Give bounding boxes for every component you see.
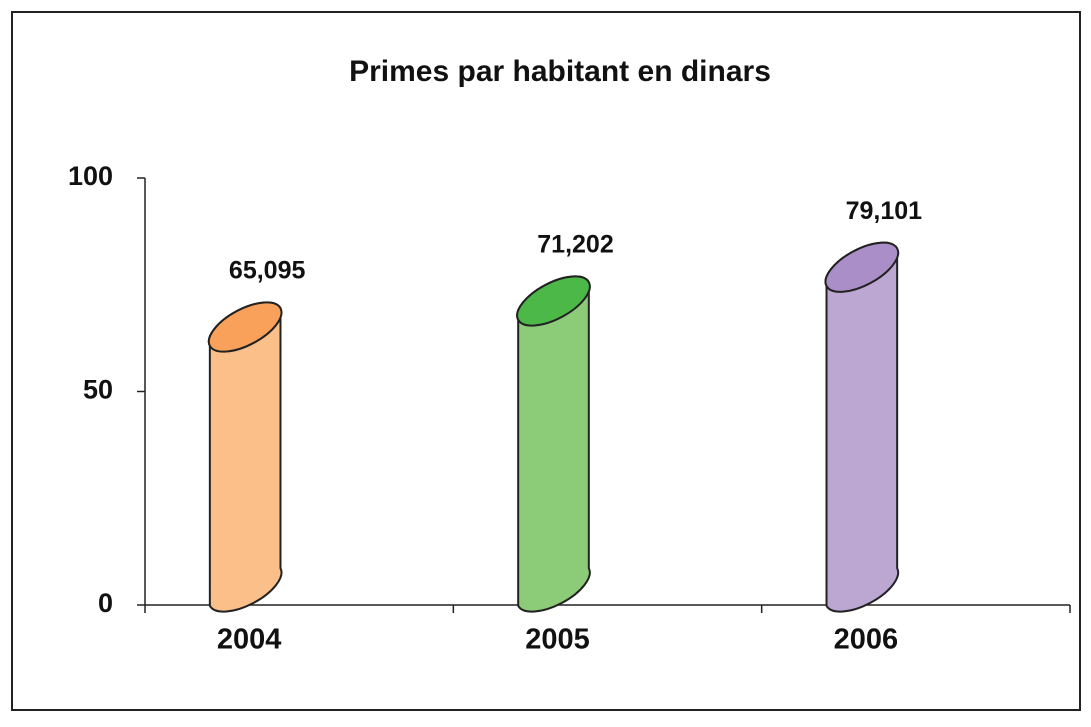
cylinder-top [207, 301, 283, 353]
x-tick-label: 2004 [217, 624, 282, 656]
y-tick-label: 50 [83, 375, 113, 405]
y-tick-label: 100 [68, 161, 113, 191]
cylinder-top [824, 241, 900, 293]
data-label: 65,095 [229, 257, 306, 285]
x-tick-label: 2005 [525, 624, 590, 656]
cylinder-body [516, 275, 591, 613]
data-label: 79,101 [846, 197, 923, 225]
chart-title: Primes par habitant en dinars [349, 55, 771, 88]
y-tick-label: 0 [98, 588, 113, 618]
x-tick-label: 2006 [834, 624, 899, 656]
cylinder-body [824, 241, 900, 613]
data-label: 71,202 [537, 231, 613, 259]
cylinder-top [516, 275, 591, 327]
